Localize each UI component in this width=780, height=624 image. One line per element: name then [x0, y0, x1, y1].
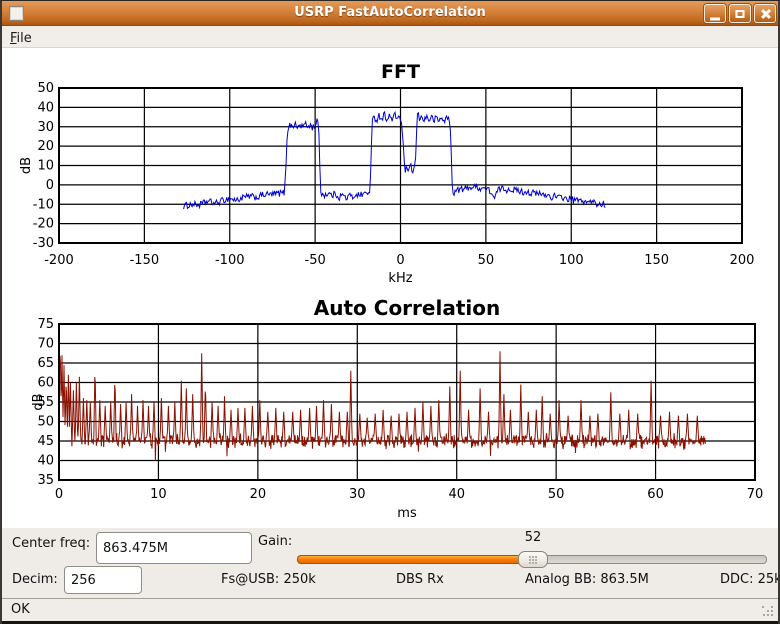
fft-ylabel: dB — [19, 157, 34, 174]
window-icon — [9, 6, 24, 21]
fft-chart: -200 -150 -100 -50 0 50 100 150 20050403020100-1… — [19, 61, 755, 286]
fft-xtick: -100 — [215, 253, 245, 268]
autocorr-xtick: 60 — [647, 487, 664, 502]
analog-bb-text: Analog BB: 863.5M — [525, 572, 649, 587]
close-icon — [760, 8, 771, 19]
fft-ytick: 30 — [37, 120, 54, 135]
fft-xtick: 150 — [644, 253, 669, 268]
menu-bar: File — [2, 27, 778, 48]
autocorr-ytick: 70 — [37, 337, 54, 352]
fft-ytick: 50 — [37, 81, 54, 96]
autocorr-xtick: 40 — [448, 487, 465, 502]
ddc-text: DDC: 25k — [720, 572, 780, 587]
fft-ytick: 40 — [37, 100, 54, 115]
gain-slider-handle[interactable] — [518, 551, 548, 568]
fft-ytick: 0 — [46, 178, 54, 193]
window-border-bottom — [2, 621, 778, 624]
autocorr-xtick: 20 — [250, 487, 267, 502]
maximize-icon — [735, 9, 745, 18]
grip-dots-icon — [529, 555, 531, 558]
autocorr-ytick: 50 — [37, 415, 54, 430]
fft-xtick: -50 — [305, 253, 326, 268]
status-text: OK — [11, 602, 30, 617]
fft-ytick: -30 — [33, 236, 54, 251]
menu-item-file[interactable]: File — [10, 31, 32, 46]
fft-ytick: -20 — [33, 217, 54, 232]
controls-panel: Center freq: Gain: 52 Decim: Fs@USB: 250… — [2, 528, 778, 598]
autocorr-xtick: 10 — [150, 487, 167, 502]
autocorr-ytick: 35 — [37, 473, 54, 488]
fft-ytick: 20 — [37, 139, 54, 154]
dbs-rx-text: DBS Rx — [396, 572, 444, 587]
gain-slider[interactable] — [297, 550, 767, 568]
autocorr-trace — [58, 323, 706, 461]
fft-title: FFT — [381, 61, 420, 83]
autocorr-xtick: 50 — [548, 487, 565, 502]
autocorr-xtick: 30 — [349, 487, 366, 502]
fft-xlabel: kHz — [388, 271, 412, 286]
autocorr-xtick: 0 — [55, 487, 63, 502]
maximize-button[interactable] — [729, 4, 751, 23]
resize-grip[interactable] — [762, 606, 774, 618]
autocorr-ytick: 75 — [37, 317, 54, 332]
autocorr-xlabel: ms — [397, 506, 417, 521]
decim-label: Decim: — [12, 572, 58, 587]
center-freq-input[interactable] — [96, 532, 252, 564]
autocorr-ytick: 55 — [37, 395, 54, 410]
fft-ytick: -10 — [33, 197, 54, 212]
autocorrelation-chart: 0 10 20 30 40 50 60 70 75 70 65 60 55 50 45 40 35 Auto Co… — [31, 296, 764, 521]
autocorr-ytick: 65 — [37, 356, 54, 371]
fft-xtick: -200 — [44, 253, 74, 268]
center-freq-label: Center freq: — [12, 536, 91, 551]
status-bar: OK — [2, 598, 778, 621]
minimize-button[interactable] — [704, 4, 726, 23]
autocorr-ytick: 40 — [37, 454, 54, 469]
fs-usb-text: Fs@USB: 250k — [221, 572, 316, 587]
fft-xtick: -150 — [130, 253, 160, 268]
autocorr-xtick: 70 — [747, 487, 764, 502]
gain-slider-fill — [297, 555, 521, 564]
window-title: USRP FastAutoCorrelation — [294, 5, 486, 20]
autocorr-ylabel: dB — [31, 393, 46, 410]
gain-value: 52 — [524, 530, 542, 545]
plot-panel: -200 -150 -100 -50 0 50 100 150 200 50 40 30 20 10 0 -1… — [2, 48, 778, 528]
autocorr-ytick: 60 — [37, 376, 54, 391]
minimize-icon — [710, 17, 720, 20]
fft-xtick: 50 — [478, 253, 495, 268]
fft-xtick: 0 — [396, 253, 404, 268]
decim-input[interactable] — [64, 566, 142, 594]
autocorr-title: Auto Correlation — [314, 296, 500, 320]
close-button[interactable] — [754, 4, 776, 23]
fft-xtick: 100 — [559, 253, 584, 268]
fft-xtick: 200 — [730, 253, 755, 268]
fft-ytick: 10 — [37, 159, 54, 174]
gain-label: Gain: — [258, 534, 293, 549]
title-bar[interactable]: USRP FastAutoCorrelation — [2, 1, 778, 26]
autocorr-ytick: 45 — [37, 434, 54, 449]
fft-trace — [183, 110, 606, 210]
